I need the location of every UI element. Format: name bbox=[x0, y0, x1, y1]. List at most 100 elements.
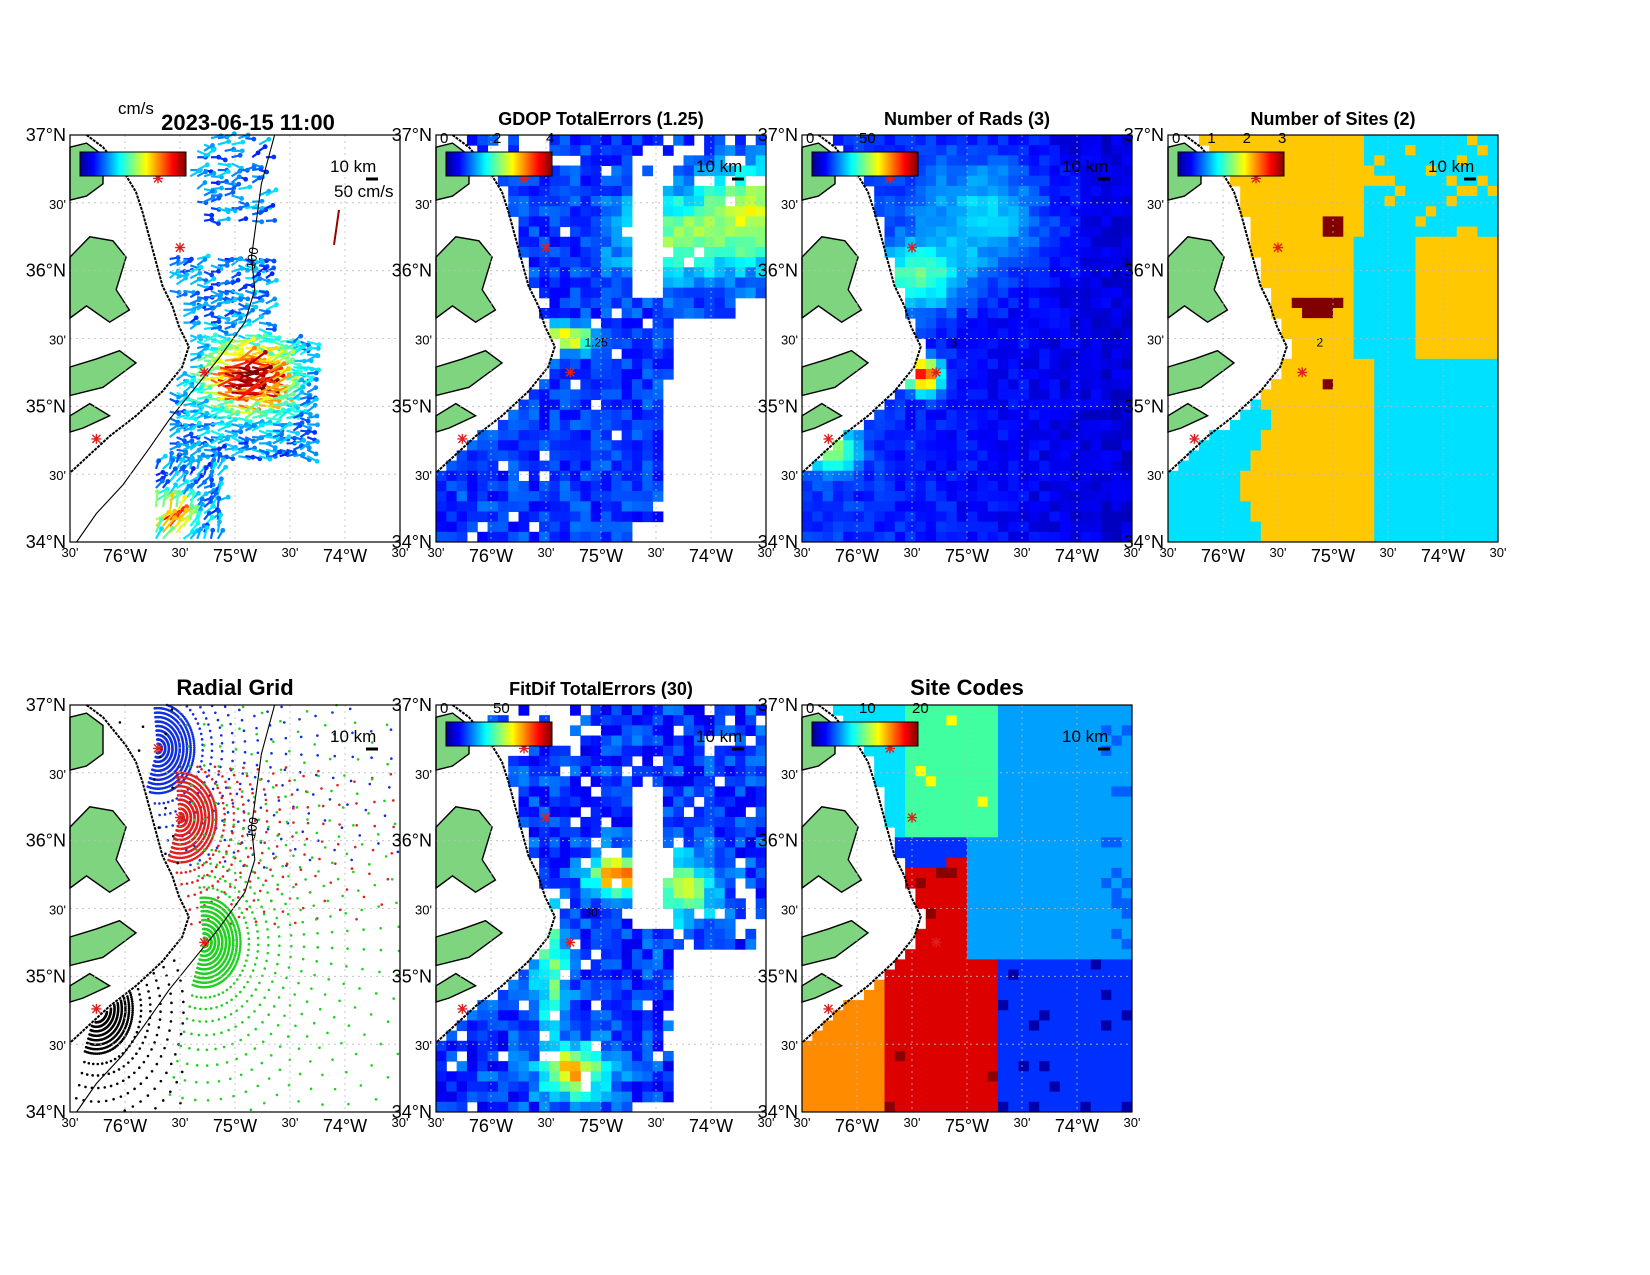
data-cell bbox=[1291, 318, 1303, 329]
data-cell bbox=[528, 419, 540, 431]
data-cell bbox=[1302, 389, 1313, 401]
data-cell bbox=[1049, 379, 1061, 390]
data-cell bbox=[508, 145, 519, 156]
data-cell bbox=[1333, 297, 1344, 309]
data-cell bbox=[1363, 196, 1375, 207]
data-cell bbox=[1049, 491, 1061, 502]
data-cell bbox=[539, 185, 550, 197]
data-cell bbox=[1333, 318, 1344, 329]
data-cell bbox=[1425, 328, 1437, 339]
data-cell bbox=[1281, 419, 1293, 431]
data-cell bbox=[714, 196, 726, 207]
radial-grid-point bbox=[190, 731, 194, 734]
current-vector-head bbox=[272, 218, 278, 223]
data-cell bbox=[1101, 521, 1112, 533]
data-cell bbox=[1101, 348, 1112, 360]
data-cell bbox=[714, 185, 726, 197]
data-cell bbox=[905, 267, 916, 278]
data-cell bbox=[1039, 277, 1050, 289]
data-cell bbox=[1467, 450, 1478, 462]
data-cell bbox=[1008, 328, 1020, 339]
data-cell bbox=[812, 531, 824, 543]
data-cell bbox=[1405, 196, 1416, 207]
data-cell bbox=[621, 287, 633, 299]
data-cell bbox=[894, 511, 906, 523]
data-cell bbox=[611, 491, 623, 502]
data-cell bbox=[1384, 165, 1396, 177]
data-cell bbox=[1080, 450, 1092, 462]
current-vector-head bbox=[198, 526, 204, 532]
data-cell bbox=[1178, 491, 1190, 502]
data-cell bbox=[1111, 135, 1123, 146]
current-vector-head bbox=[254, 400, 260, 406]
data-cell bbox=[997, 185, 1009, 197]
data-cell bbox=[1487, 226, 1499, 238]
data-cell bbox=[1446, 491, 1458, 502]
data-cell bbox=[1302, 470, 1313, 482]
data-cell bbox=[1487, 216, 1499, 228]
data-cell bbox=[1384, 450, 1396, 462]
data-cell bbox=[956, 318, 968, 329]
data-cell bbox=[936, 511, 947, 523]
data-cell bbox=[1374, 287, 1386, 299]
data-cell bbox=[693, 236, 705, 248]
data-cell bbox=[1229, 501, 1241, 512]
data-cell bbox=[1333, 175, 1344, 187]
data-cell bbox=[1363, 175, 1375, 187]
data-cell bbox=[1446, 358, 1458, 370]
data-cell bbox=[915, 491, 927, 502]
data-cell bbox=[997, 307, 1009, 319]
current-vector bbox=[231, 357, 253, 362]
data-cell bbox=[1059, 521, 1071, 533]
data-cell bbox=[1384, 491, 1396, 502]
current-vector-head bbox=[185, 516, 191, 522]
data-cell bbox=[874, 135, 885, 146]
data-cell bbox=[987, 236, 999, 248]
data-cell bbox=[1353, 307, 1365, 319]
data-cell bbox=[1008, 521, 1020, 533]
data-cell bbox=[1415, 246, 1427, 258]
data-cell bbox=[1425, 511, 1437, 523]
data-cell bbox=[894, 246, 906, 258]
data-cell bbox=[977, 531, 989, 543]
data-cell bbox=[1384, 521, 1396, 533]
data-cell bbox=[915, 297, 927, 309]
data-cell bbox=[1363, 399, 1375, 411]
data-cell bbox=[1415, 236, 1427, 248]
data-cell bbox=[1343, 236, 1355, 248]
data-cell bbox=[1111, 257, 1123, 268]
data-cell bbox=[704, 216, 715, 228]
data-cell bbox=[1456, 165, 1468, 177]
data-cell bbox=[601, 328, 612, 339]
data-cell bbox=[1121, 145, 1133, 156]
data-cell bbox=[1333, 267, 1344, 278]
data-cell bbox=[1121, 307, 1133, 319]
data-cell bbox=[987, 379, 999, 390]
data-cell bbox=[1271, 206, 1282, 217]
data-cell bbox=[611, 409, 623, 421]
data-cell bbox=[1312, 196, 1324, 207]
data-cell bbox=[1312, 399, 1324, 411]
data-cell bbox=[1343, 216, 1355, 228]
data-cell bbox=[1018, 480, 1030, 492]
data-cell bbox=[621, 135, 633, 146]
data-cell bbox=[549, 206, 561, 217]
data-cell bbox=[1028, 145, 1040, 156]
data-cell bbox=[745, 267, 757, 278]
data-cell bbox=[580, 297, 592, 309]
data-cell bbox=[1070, 450, 1081, 462]
data-cell bbox=[1070, 419, 1081, 431]
data-cell bbox=[580, 338, 592, 350]
data-cell bbox=[1425, 419, 1437, 431]
data-cell bbox=[956, 419, 968, 431]
data-cell bbox=[477, 460, 489, 472]
data-cell bbox=[590, 287, 602, 299]
data-cell bbox=[528, 226, 540, 238]
data-cell bbox=[1487, 277, 1499, 289]
data-cell bbox=[528, 501, 540, 512]
data-cell bbox=[1394, 165, 1406, 177]
data-cell bbox=[1070, 379, 1081, 390]
data-cell bbox=[436, 480, 447, 492]
data-cell bbox=[843, 491, 855, 502]
